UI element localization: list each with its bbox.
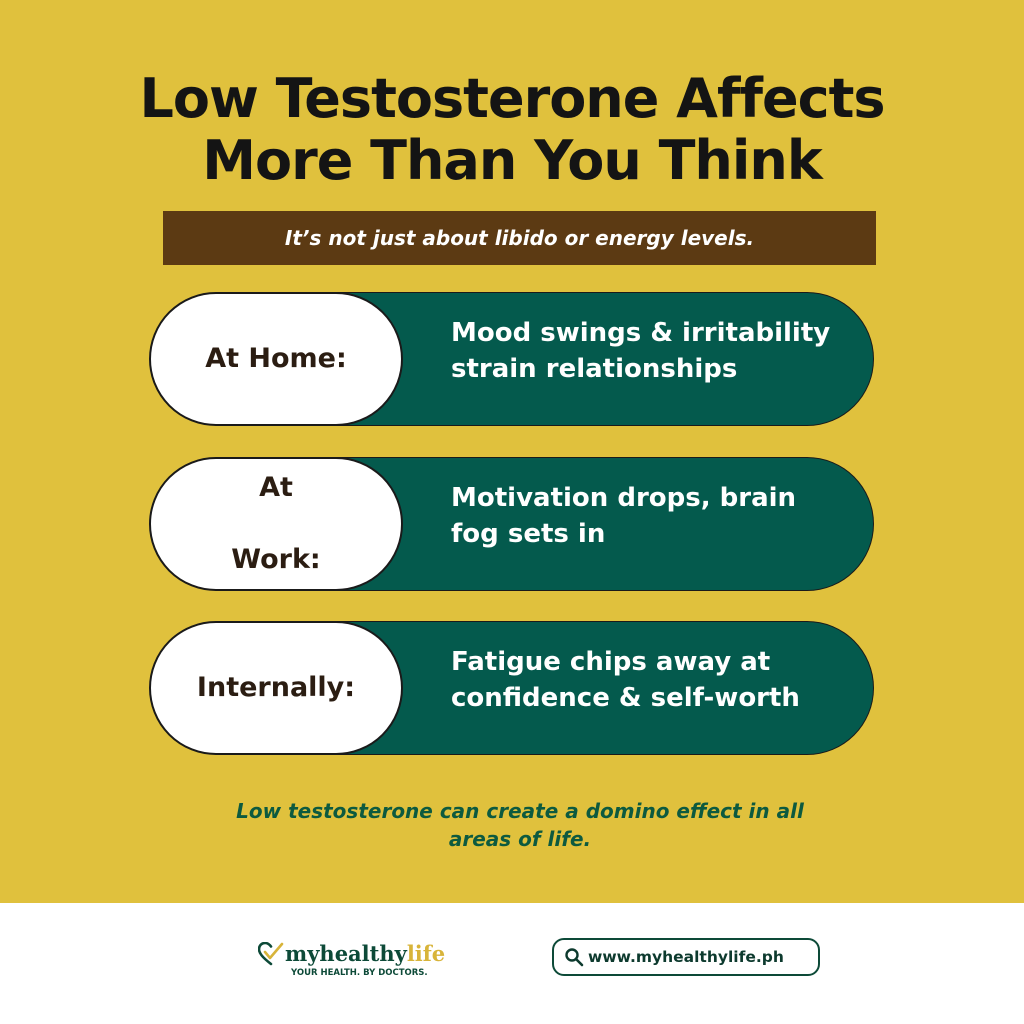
footnote: Low testosterone can create a domino eff… <box>190 797 850 853</box>
impact-row-label-pill: At Home: <box>149 292 403 426</box>
heart-check-icon <box>258 942 284 966</box>
brand-logo[interactable]: myhealthylife YOUR HEALTH. BY DOCTORS. <box>258 940 445 984</box>
brand-name-main: myhealthy <box>285 941 407 966</box>
subtitle-banner: It’s not just about libido or energy lev… <box>163 211 876 265</box>
page-title: Low Testosterone Affects More Than You T… <box>0 68 1024 192</box>
title-line-2: More Than You Think <box>202 129 822 192</box>
impact-row-text-line-1: Mood swings & irritability <box>451 318 831 348</box>
impact-row-label: At Home: <box>205 343 347 374</box>
impact-row-description: Mood swings & irritability strain relati… <box>451 292 851 426</box>
brand-name: myhealthylife <box>285 940 445 968</box>
brand-name-accent: life <box>406 941 446 966</box>
impact-row-text-line-1: Motivation drops, brain <box>451 483 797 513</box>
website-link[interactable]: www.myhealthylife.ph <box>552 938 820 976</box>
subtitle-text: It’s not just about libido or energy lev… <box>284 226 755 250</box>
impact-row-label: Internally: <box>196 672 356 703</box>
impact-row-description: Motivation drops, brain fog sets in <box>451 457 851 591</box>
website-url: www.myhealthylife.ph <box>588 948 784 966</box>
impact-row-text-line-2: strain relationships <box>451 354 738 384</box>
impact-row-text-line-2: confidence & self-worth <box>451 683 800 713</box>
footnote-line-2: areas of life. <box>448 827 592 851</box>
impact-row-label-pill: Internally: <box>149 621 403 755</box>
brand-tagline: YOUR HEALTH. BY DOCTORS. <box>291 968 428 978</box>
impact-row-text-line-1: Fatigue chips away at <box>451 647 771 677</box>
impact-row-internal: Internally: Fatigue chips away at confid… <box>149 621 876 757</box>
title-line-1: Low Testosterone Affects <box>139 67 885 130</box>
search-icon <box>565 948 584 967</box>
impact-row-label-line-2: Work: <box>231 544 321 575</box>
impact-row-home: At Home: Mood swings & irritability stra… <box>149 292 876 428</box>
impact-row-description: Fatigue chips away at confidence & self-… <box>451 621 851 755</box>
impact-row-work: At Work: Motivation drops, brain fog set… <box>149 457 876 593</box>
impact-row-label-line-1: At <box>259 472 293 503</box>
impact-row-text-line-2: fog sets in <box>451 519 606 549</box>
impact-row-label-pill: At Work: <box>149 457 403 591</box>
footnote-line-1: Low testosterone can create a domino eff… <box>236 799 804 823</box>
